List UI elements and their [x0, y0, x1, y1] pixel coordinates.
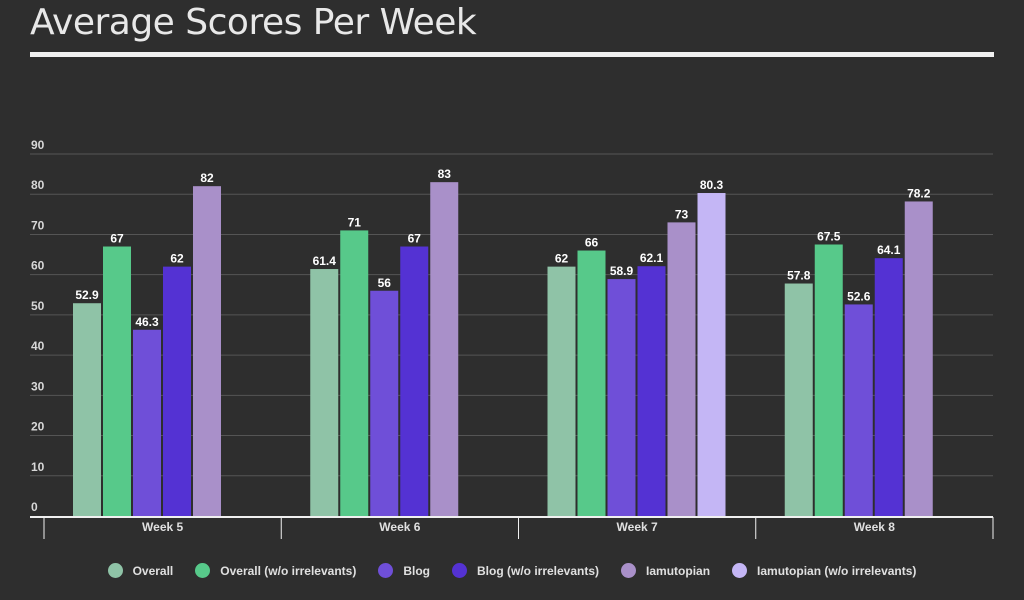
data-label: 80.3 — [700, 178, 724, 192]
legend-label: Overall — [132, 563, 174, 578]
legend-item: Blog (w/o irrelevants) — [452, 563, 599, 578]
y-tick-label: 90 — [31, 138, 45, 152]
bar — [310, 269, 339, 516]
data-label: 67 — [110, 232, 124, 246]
legend-swatch — [621, 563, 637, 578]
y-tick-label: 60 — [31, 259, 45, 273]
legend-swatch — [452, 563, 467, 578]
bar — [193, 186, 221, 516]
data-label: 56 — [378, 276, 392, 290]
bar — [697, 193, 726, 516]
x-tick-label: Week 5 — [142, 520, 183, 534]
bar — [103, 246, 131, 516]
data-label: 83 — [438, 167, 452, 181]
data-label: 52.9 — [75, 288, 99, 302]
x-tick-label: Week 8 — [854, 520, 895, 534]
bar — [667, 222, 696, 516]
chart-title: Average Scores Per Week — [30, 2, 477, 43]
data-label: 57.8 — [787, 269, 811, 283]
y-tick-label: 20 — [31, 420, 45, 434]
x-tick-label: Week 6 — [379, 520, 420, 534]
bar — [874, 258, 903, 516]
y-tick-label: 40 — [31, 339, 45, 353]
legend-label: Blog — [403, 563, 430, 578]
bar — [547, 266, 576, 516]
legend-swatch — [107, 563, 123, 578]
data-label: 67 — [408, 232, 422, 246]
legend-item: Blog — [378, 563, 430, 578]
legend-swatch — [195, 563, 211, 578]
bar — [400, 246, 429, 516]
data-label: 61.4 — [313, 254, 337, 268]
legend-label: Blog (w/o irrelevants) — [477, 563, 600, 578]
bar — [844, 304, 873, 516]
data-label: 78.2 — [907, 186, 931, 200]
legend-swatch — [378, 563, 394, 578]
legend-item: Overall — [107, 563, 174, 578]
bar — [814, 244, 843, 516]
data-label: 71 — [348, 215, 362, 229]
data-label: 52.6 — [847, 289, 871, 303]
chart-legend: Overall Overall (w/o irrelevants) Blog Blog… — [0, 563, 1024, 578]
data-label: 82 — [200, 171, 214, 185]
legend-item: Overall (w/o irrelevants) — [195, 563, 356, 578]
bar — [430, 182, 459, 516]
data-label: 73 — [675, 207, 689, 221]
y-tick-label: 30 — [31, 379, 45, 393]
data-label: 58.9 — [610, 264, 634, 278]
bar — [73, 303, 101, 516]
legend-label: Iamutopian (w/o irrelevants) — [757, 563, 917, 578]
data-label: 62 — [170, 252, 184, 266]
bar — [607, 279, 636, 516]
bar — [784, 283, 813, 516]
bar — [370, 290, 399, 516]
data-label: 67.5 — [817, 230, 841, 244]
bar-chart: 0 10 20 30 40 50 60 70 80 90 Week 5 52.9 67 46.3 62 82 W… — [30, 138, 994, 539]
legend-swatch — [732, 563, 748, 578]
y-tick-label: 10 — [31, 460, 45, 474]
bar — [340, 230, 369, 516]
data-label: 62.1 — [640, 251, 664, 265]
data-label: 66 — [585, 236, 599, 250]
data-label: 46.3 — [135, 315, 159, 329]
x-tick-label: Week 7 — [617, 520, 658, 534]
bar — [577, 250, 606, 517]
title-underline — [30, 52, 994, 57]
y-tick-label: 70 — [31, 218, 45, 232]
legend-item: Iamutopian (w/o irrelevants) — [732, 563, 916, 578]
bar — [163, 266, 191, 516]
bar — [133, 329, 161, 516]
y-tick-label: 50 — [31, 299, 45, 313]
y-tick-label: 80 — [31, 178, 45, 192]
legend-label: Iamutopian — [646, 563, 711, 578]
bar — [904, 201, 933, 516]
data-label: 64.1 — [877, 243, 901, 257]
data-label: 62 — [555, 252, 569, 266]
legend-label: Overall (w/o irrelevants) — [220, 563, 357, 578]
y-tick-label: 0 — [31, 500, 38, 514]
legend-item: Iamutopian — [621, 563, 710, 578]
bar — [637, 266, 666, 516]
